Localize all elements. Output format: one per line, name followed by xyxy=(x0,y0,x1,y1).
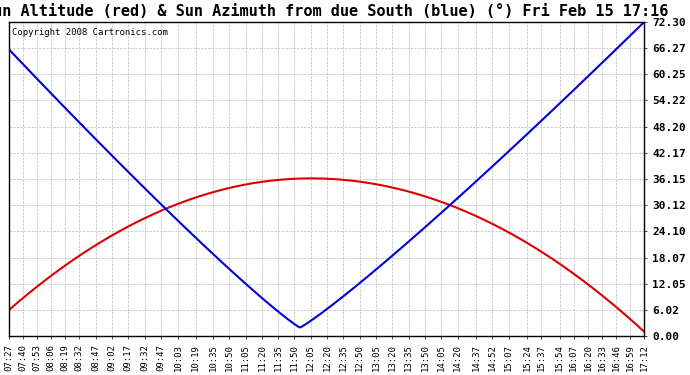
Text: Copyright 2008 Cartronics.com: Copyright 2008 Cartronics.com xyxy=(12,28,168,37)
Title: Sun Altitude (red) & Sun Azimuth from due South (blue) (°) Fri Feb 15 17:16: Sun Altitude (red) & Sun Azimuth from du… xyxy=(0,4,669,19)
